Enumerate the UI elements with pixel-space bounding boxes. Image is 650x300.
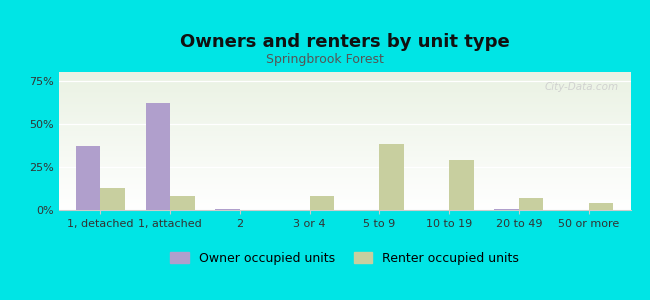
Bar [309,196,334,210]
Title: Owners and renters by unit type: Owners and renters by unit type [179,33,510,51]
Bar [519,198,543,210]
Bar [170,196,194,210]
Bar [100,188,125,210]
Bar [380,144,404,210]
Text: City-Data.com: City-Data.com [545,82,619,92]
Bar [589,203,613,210]
Bar [449,160,474,210]
Bar [146,103,170,210]
Text: Springbrook Forest: Springbrook Forest [266,52,384,65]
Bar [76,146,100,210]
Legend: Owner occupied units, Renter occupied units: Owner occupied units, Renter occupied un… [165,247,524,270]
Bar [215,209,240,210]
Bar [495,209,519,210]
